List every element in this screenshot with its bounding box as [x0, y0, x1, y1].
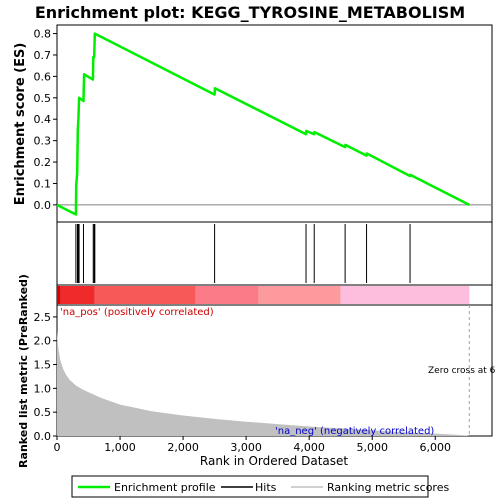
metric-y-axis-label: Ranked list metric (PreRanked): [17, 274, 30, 468]
x-tick-label: 4,000: [293, 441, 325, 454]
es-y-tick-label: 0.2: [34, 156, 52, 169]
rank-bar-segments: [57, 286, 469, 304]
es-y-axis-label: Enrichment score (ES): [13, 43, 28, 206]
x-tick-label: 6,000: [420, 441, 452, 454]
es-plot-area: [57, 25, 492, 222]
es-y-tick-label: 0.8: [34, 28, 52, 41]
legend-metric-label: Ranking metric scores: [327, 481, 449, 494]
es-y-tick-label: 0.7: [34, 49, 52, 62]
rank-bar-segment: [196, 286, 259, 304]
metric-y-tick-label: 1.5: [34, 359, 52, 372]
metric-y-tick-label: 2.5: [34, 311, 52, 324]
rank-bar-segment: [95, 286, 196, 304]
legend: Enrichment profile Hits Ranking metric s…: [72, 476, 449, 497]
metric-x-ticks: 0 1,000 2,000 3,000 4,000 5,000 6,000: [54, 436, 452, 454]
x-tick-label: 3,000: [230, 441, 262, 454]
hits-area: [57, 222, 492, 285]
metric-y-tick-label: 0.5: [34, 406, 52, 419]
es-y-ticks: 0.0 0.1 0.2 0.3 0.4 0.5 0.6 0.7 0.8: [34, 28, 58, 212]
metric-y-tick-label: 1.0: [34, 382, 52, 395]
rank-bar-segment: [259, 286, 341, 304]
rank-color-bar: [57, 285, 492, 305]
rank-bar-segment: [57, 286, 61, 304]
legend-hits-label: Hits: [255, 481, 277, 494]
metric-y-ticks: 0.0 0.5 1.0 1.5 2.0 2.5: [34, 311, 58, 443]
rank-bar-segment: [61, 286, 95, 304]
x-axis-label: Rank in Ordered Dataset: [200, 454, 348, 468]
es-y-tick-label: 0.5: [34, 92, 52, 105]
es-y-tick-label: 0.6: [34, 70, 52, 83]
es-panel: 0.0 0.1 0.2 0.3 0.4 0.5 0.6 0.7 0.8 Enrichment s…: [13, 25, 492, 222]
legend-enrichment-label: Enrichment profile: [114, 481, 216, 494]
hits-panel: [57, 222, 492, 285]
metric-y-tick-label: 0.0: [34, 430, 52, 443]
es-y-tick-label: 0.3: [34, 135, 52, 148]
es-y-tick-label: 0.0: [34, 199, 52, 212]
es-y-tick-label: 0.1: [34, 177, 52, 190]
zero-cross-label: Zero cross at 6: [428, 366, 496, 376]
metric-y-tick-label: 2.0: [34, 335, 52, 348]
es-y-tick-label: 0.4: [34, 113, 52, 126]
x-tick-label: 2,000: [167, 441, 199, 454]
negative-correlation-label: 'na_neg' (negatively correlated): [275, 426, 434, 437]
chart-title: Enrichment plot: KEGG_TYROSINE_METABOLIS…: [35, 3, 465, 22]
positive-correlation-label: 'na_pos' (positively correlated): [60, 307, 214, 318]
rank-bar-segment: [341, 286, 470, 304]
x-tick-label: 0: [54, 441, 61, 454]
x-tick-label: 1,000: [104, 441, 136, 454]
x-tick-label: 5,000: [356, 441, 388, 454]
